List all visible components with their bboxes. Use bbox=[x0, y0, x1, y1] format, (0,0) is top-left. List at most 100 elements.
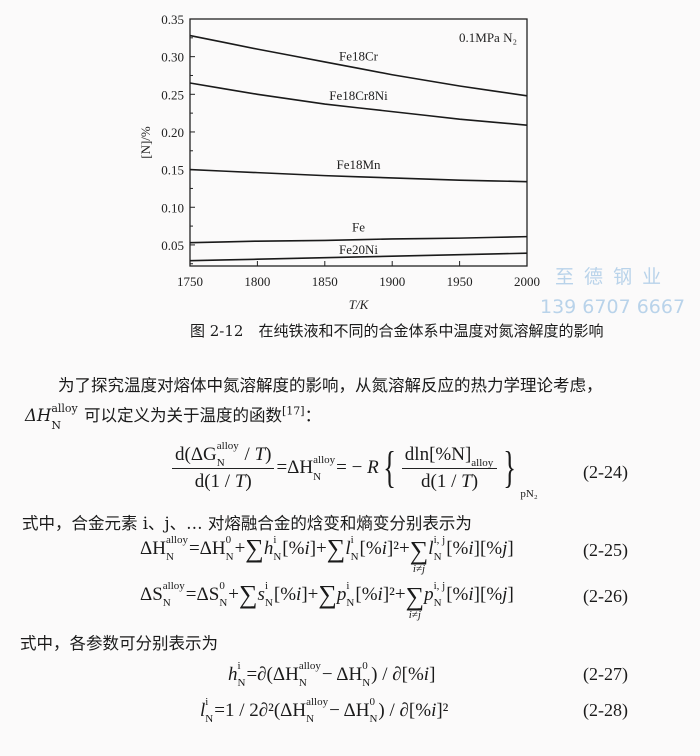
sigma-symbol: ∑ bbox=[326, 534, 346, 563]
math-text: ) / ∂[% bbox=[371, 664, 424, 685]
subscript: N bbox=[306, 713, 315, 725]
script: alloy N bbox=[313, 453, 336, 482]
series-line-fe20ni bbox=[189, 252, 528, 262]
math-text: ][% bbox=[473, 538, 503, 559]
math-text: d(1 / bbox=[421, 471, 462, 493]
math-text: ) bbox=[471, 471, 479, 493]
math-text: l bbox=[200, 700, 206, 721]
sigma-symbol: ∑ bbox=[405, 581, 425, 611]
superscript: 0 bbox=[219, 580, 225, 592]
watermark-name: 至 德 钢 业 bbox=[555, 266, 664, 288]
figure-caption: 图 2-12 在纯铁液和不同的合金体系中温度对氮溶解度的影响 bbox=[190, 322, 604, 340]
math-text: − ΔH bbox=[329, 700, 370, 721]
math-text: [% bbox=[446, 584, 469, 605]
paragraph-line-4: 式中，各参数可分别表示为 bbox=[20, 634, 218, 653]
summation: ∑ i≠j bbox=[409, 535, 429, 574]
superscript: i bbox=[346, 580, 350, 592]
x-axis-label: T/K bbox=[349, 297, 370, 312]
math-text: ΔH bbox=[140, 538, 166, 559]
math-text: p bbox=[424, 584, 434, 605]
x-tick-label: 1900 bbox=[379, 274, 405, 289]
math-text: T bbox=[461, 471, 472, 493]
math-text: l bbox=[345, 538, 351, 559]
math-text: ]+ bbox=[301, 584, 319, 605]
math-text: / bbox=[239, 443, 255, 465]
superscript bbox=[520, 472, 537, 483]
math-text: i bbox=[296, 584, 302, 605]
equation-2-25: ΔH alloy N =ΔH 0 N + ∑ h i N [% i]+ ∑ l i N [% i]²+ ∑ i≠j l i,… bbox=[140, 534, 514, 575]
math-text: [% bbox=[282, 538, 305, 559]
superscript: alloy bbox=[162, 580, 185, 592]
series-label-fe: Fe bbox=[352, 220, 365, 235]
series-line-fe18cr8ni bbox=[189, 82, 528, 126]
summation-index: i≠j bbox=[408, 608, 421, 621]
superscript: alloy bbox=[216, 440, 239, 453]
sigma-symbol: ∑ bbox=[245, 534, 264, 563]
script: pN₂ bbox=[520, 472, 537, 499]
watermark-phone: 139 6707 6667 bbox=[540, 296, 686, 318]
math-text: d(ΔG bbox=[175, 443, 217, 465]
summation: ∑ bbox=[239, 582, 258, 608]
math-text: i bbox=[304, 538, 310, 559]
series-label-fe18cr8ni: Fe18Cr8Ni bbox=[329, 88, 388, 103]
equation-number: (2-27) bbox=[583, 664, 628, 684]
series-line-fe18cr bbox=[189, 34, 528, 97]
equation-number: (2-24) bbox=[583, 462, 628, 482]
y-tick-label: 0.30 bbox=[161, 50, 184, 65]
subscript: N bbox=[369, 713, 378, 725]
math-text: ]² bbox=[436, 700, 449, 721]
math-text: ]²+ bbox=[386, 538, 410, 559]
equation-number: (2-25) bbox=[583, 540, 628, 560]
x-tick-label: 1750 bbox=[177, 274, 203, 289]
annotation-pressure: 0.1MPa N₂ bbox=[459, 30, 517, 45]
subscript: N bbox=[165, 551, 174, 563]
math-text: i bbox=[377, 584, 383, 605]
superscript: i bbox=[237, 660, 241, 672]
math-text: p bbox=[336, 584, 347, 605]
math-text: ) bbox=[265, 443, 272, 465]
math-text: ]+ bbox=[309, 538, 327, 559]
y-tick-label: 0.05 bbox=[161, 238, 184, 253]
math-text: ]²+ bbox=[382, 584, 406, 605]
superscript: alloy bbox=[313, 453, 336, 466]
script: i, j N bbox=[434, 581, 446, 609]
series-line-fe bbox=[189, 235, 528, 244]
math-text: − ΔH bbox=[321, 664, 363, 685]
superscript: 0 bbox=[225, 534, 232, 546]
subscript: N bbox=[433, 551, 442, 563]
superscript: 0 bbox=[369, 696, 375, 708]
superscript: i, j bbox=[433, 534, 446, 546]
subscript: N bbox=[346, 597, 355, 609]
math-text: j bbox=[502, 584, 508, 605]
subscript: N bbox=[225, 551, 234, 563]
math-text: R bbox=[367, 457, 379, 478]
citation-ref: [17] bbox=[282, 404, 305, 418]
superscript: alloy bbox=[51, 401, 78, 415]
summation: ∑ i≠j bbox=[405, 581, 425, 620]
math-text: ] bbox=[507, 538, 514, 559]
fraction-right: dln[%N] alloy d(1 / T) bbox=[401, 444, 498, 494]
math-text: [% bbox=[273, 584, 297, 605]
right-brace: } bbox=[503, 443, 517, 493]
nitrogen-solubility-chart: 1750 1800 1850 1900 1950 2000 0.05 0.10 0.15 0.20… bbox=[138, 12, 540, 312]
paragraph-text: 可以定义为关于温度的函数 bbox=[78, 406, 282, 425]
equation-number: (2-26) bbox=[583, 586, 628, 606]
superscript: i bbox=[205, 696, 209, 708]
sigma-symbol: ∑ bbox=[318, 580, 337, 609]
summation: ∑ bbox=[245, 536, 264, 562]
math-text: [% bbox=[446, 538, 469, 559]
math-text: =ΔS bbox=[185, 584, 220, 605]
math-text: i bbox=[468, 584, 474, 605]
delta-h-symbol: ΔH bbox=[25, 406, 52, 425]
sigma-symbol: ∑ bbox=[409, 535, 429, 565]
superscript: i bbox=[273, 534, 277, 546]
math-text: = − bbox=[336, 457, 368, 478]
math-text: T bbox=[254, 443, 266, 465]
